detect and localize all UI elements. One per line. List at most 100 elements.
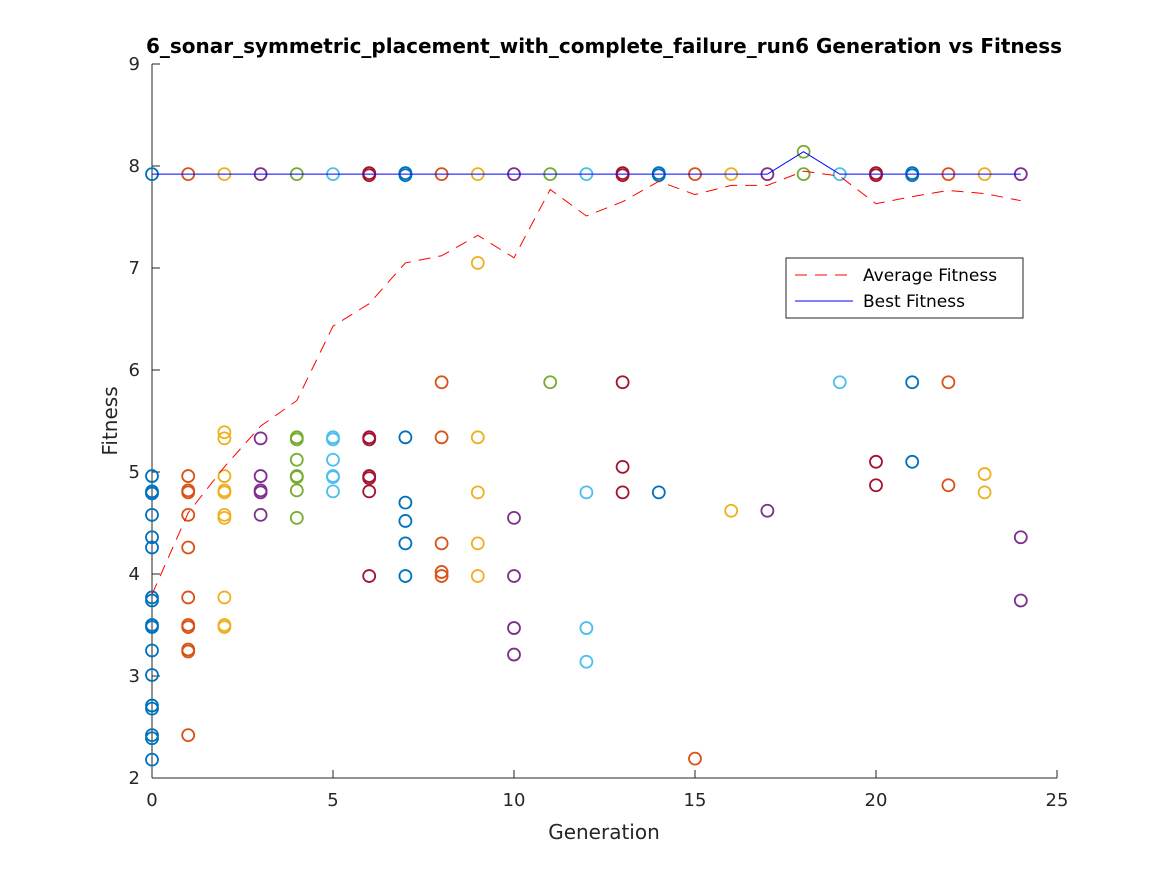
scatter-point (579, 654, 594, 669)
x-tick-label: 15 (684, 790, 707, 811)
scatter-point (181, 644, 196, 659)
scatter-point (977, 467, 992, 481)
y-tick-label: 3 (129, 666, 140, 687)
scatter-point (941, 478, 956, 493)
y-tick-label: 7 (129, 258, 140, 279)
scatter-point (796, 144, 811, 159)
scatter-point (398, 514, 413, 528)
y-tick-label: 8 (129, 156, 140, 177)
scatter-point (434, 569, 449, 583)
scatter-point (181, 507, 196, 522)
scatter-point (217, 485, 232, 500)
scatter-point (181, 620, 196, 634)
scatter-point (434, 430, 449, 445)
scatter-point (398, 168, 413, 183)
legend-average-label: Average Fitness (863, 266, 997, 286)
x-tick-label: 10 (503, 790, 526, 811)
scatter-point (651, 485, 666, 500)
scatter-point (181, 540, 196, 555)
y-tick-label: 2 (129, 768, 140, 789)
scatter-point (507, 511, 521, 525)
scatter-point (869, 168, 883, 183)
scatter-point (869, 454, 883, 469)
scatter-point (507, 647, 521, 662)
scatter-point (253, 431, 268, 446)
best-fitness-line (152, 151, 1021, 175)
scatter-point (760, 503, 775, 518)
scatter-point (1013, 593, 1028, 608)
scatter-point (398, 495, 413, 510)
scatter-point (832, 375, 847, 390)
scatter-point (615, 168, 630, 183)
scatter-point (579, 621, 594, 635)
scatter-point (326, 470, 340, 485)
x-tick-label: 5 (327, 790, 338, 811)
x-tick-label: 0 (146, 790, 157, 811)
y-tick-label: 4 (129, 564, 140, 585)
scatter-point (615, 485, 630, 500)
scatter-point (145, 752, 159, 767)
scatter-point (688, 751, 702, 766)
y-tick-label: 6 (129, 360, 140, 381)
scatter-point (289, 511, 304, 525)
y-tick-label: 5 (129, 462, 140, 483)
scatter-point (145, 469, 159, 483)
plot-area: 0 5 10 15 20 25 2 3 4 5 6 7 8 9 (129, 54, 1069, 811)
scatter-point (941, 375, 956, 390)
scatter-point (579, 485, 594, 500)
scatter-point (145, 620, 159, 634)
scatter-point (145, 731, 159, 746)
scatter-point (470, 430, 485, 445)
scatter-point (326, 452, 340, 467)
scatter-point (362, 471, 377, 486)
scatter-point (362, 168, 377, 183)
scatter-point (507, 569, 521, 583)
scatter-point (905, 168, 920, 183)
x-axis-label: Generation (548, 820, 660, 844)
scatter-point (398, 536, 413, 551)
scatter-point (181, 590, 196, 605)
scatter-point (326, 484, 340, 499)
scatter-point (470, 485, 485, 500)
legend: Average Fitness Best Fitness (785, 257, 1024, 319)
scatter-point (145, 530, 159, 545)
scatter-point (869, 478, 883, 493)
scatter-point (470, 569, 485, 583)
scatter-point (253, 485, 268, 500)
scatter-point (217, 469, 232, 483)
scatter-point (145, 593, 159, 608)
legend-best-label: Best Fitness (863, 292, 965, 312)
scatter-point (470, 255, 485, 270)
scatter-point (289, 432, 304, 447)
scatter-point (977, 485, 992, 500)
y-tick-label: 9 (129, 54, 140, 75)
scatter-point (217, 620, 232, 634)
scatter-point (615, 459, 630, 474)
scatter-point (362, 484, 377, 499)
scatter-point (543, 375, 558, 390)
scatter-point (253, 469, 268, 483)
scatter-point (434, 375, 449, 390)
scatter-point (434, 536, 449, 551)
scatter-point (398, 569, 413, 583)
x-tick-label: 25 (1046, 790, 1069, 811)
scatter-point (181, 728, 196, 743)
scatter-point (362, 432, 377, 447)
scatter-point (724, 503, 739, 518)
scatter-point (145, 486, 159, 501)
scatter-point (362, 569, 377, 583)
scatter-point (217, 511, 232, 525)
scatter-point (796, 167, 811, 182)
legend-box (785, 257, 1024, 319)
scatter-point (905, 375, 920, 390)
scatter-point (181, 469, 196, 483)
scatter-point (470, 536, 485, 551)
scatter-point (434, 565, 449, 579)
scatter-point (145, 643, 159, 658)
scatter-point (253, 507, 268, 522)
scatter-point (615, 375, 630, 390)
scatter-point (145, 701, 159, 716)
scatter-point (217, 431, 232, 446)
scatter-point (326, 432, 340, 447)
